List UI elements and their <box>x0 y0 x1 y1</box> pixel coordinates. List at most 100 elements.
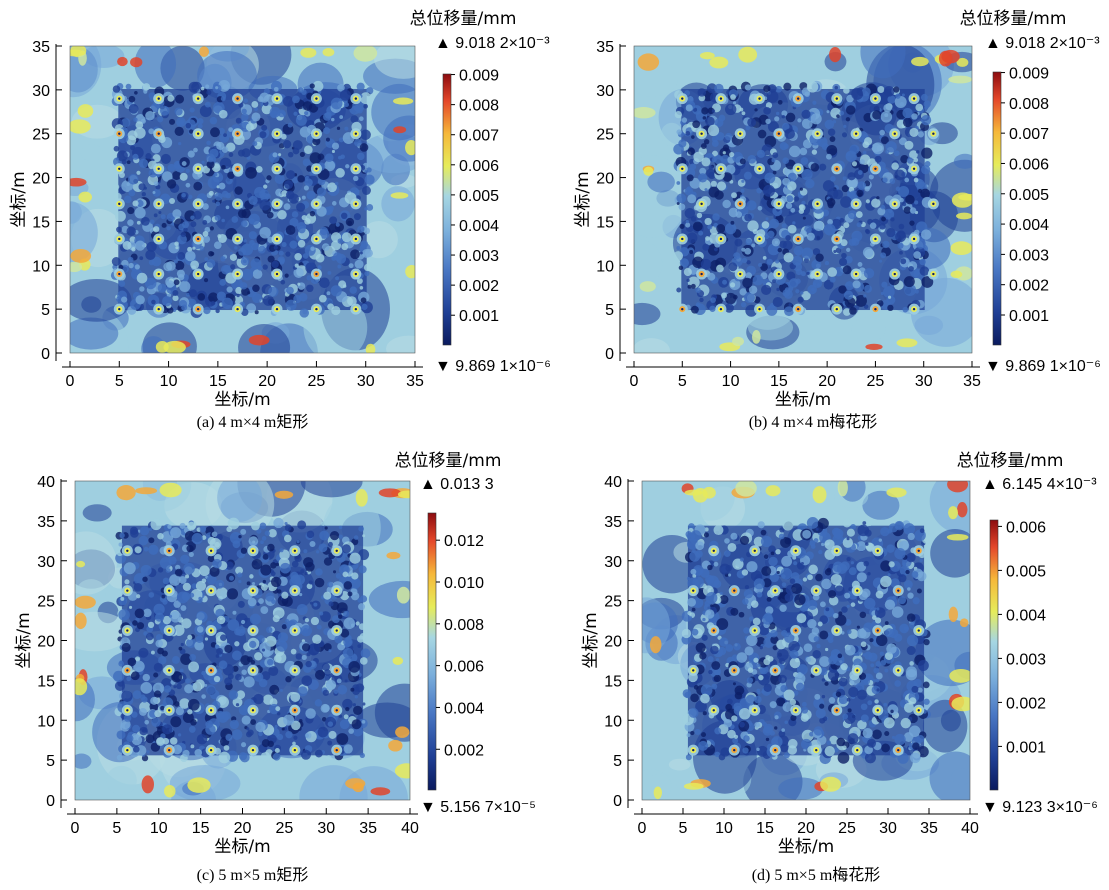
x-tick-label: 0 <box>66 373 75 390</box>
edge-hotspot <box>956 212 972 220</box>
edge-hotspot <box>639 281 656 292</box>
edge-hotspot <box>957 502 968 518</box>
colorbar-title: 总位移量/mm <box>957 451 1064 471</box>
edge-hotspot <box>683 782 704 790</box>
edge-hotspot <box>837 481 848 497</box>
edge-hotspot <box>116 485 136 501</box>
edge-hotspot <box>886 487 907 498</box>
colorbar-tick-label: 0.004 <box>444 700 484 717</box>
edge-hotspot <box>77 104 94 118</box>
x-tick-label: 30 <box>915 373 933 390</box>
y-axis-label: 坐标/m <box>9 171 29 227</box>
x-tick-label: 5 <box>115 373 124 390</box>
plot-frame <box>69 45 416 354</box>
y-tick-label: 25 <box>604 594 622 611</box>
x-tick-label: 30 <box>879 820 897 837</box>
y-tick-label: 35 <box>32 39 50 56</box>
edge-hotspot <box>75 595 96 609</box>
edge-hotspot <box>378 488 401 498</box>
y-tick-label: 30 <box>37 554 55 571</box>
edge-hotspot <box>388 739 403 752</box>
y-tick-label: 15 <box>32 214 50 231</box>
y-tick-label: 5 <box>41 302 50 319</box>
colorbar-tick-label: 0.005 <box>459 188 499 205</box>
x-tick-label: 15 <box>756 820 774 837</box>
x-tick-label: 25 <box>838 820 856 837</box>
edge-hotspot <box>752 329 761 344</box>
edge-hotspot <box>653 786 663 800</box>
x-tick-label: 0 <box>71 820 80 837</box>
edge-hotspot <box>643 166 654 176</box>
colorbar <box>992 71 1002 346</box>
x-tick-label: 40 <box>961 820 979 837</box>
colorbar-min-label: ▼ 9.869 1×10⁻⁶ <box>985 358 1101 375</box>
y-tick-label: 0 <box>613 793 622 810</box>
edge-hotspot <box>634 107 656 119</box>
edge-hotspot <box>70 49 86 57</box>
edge-hotspot <box>365 343 376 353</box>
y-axis-label: 坐标/m <box>581 612 601 668</box>
colorbar-tick-label: 0.002 <box>1009 278 1049 295</box>
edge-hotspot <box>956 57 969 67</box>
edge-hotspot <box>248 334 270 346</box>
y-tick-label: 35 <box>604 514 622 531</box>
y-tick-label: 40 <box>604 474 622 491</box>
edge-hotspot <box>950 241 972 256</box>
x-tick-label: 0 <box>630 373 639 390</box>
x-tick-label: 40 <box>401 820 419 837</box>
colorbar-max-label: ▲ 6.145 4×10⁻³ <box>982 476 1097 493</box>
y-tick-label: 15 <box>596 214 614 231</box>
edge-hotspot <box>949 668 970 683</box>
y-tick-label: 30 <box>596 83 614 100</box>
panel-caption: (d) 5 m×5 m梅花形 <box>752 866 881 884</box>
panel-a: 0 5 10 15 20 25 30 35 0 5 10 15 20 25 30 35 坐标/m 坐标/m (a) … <box>9 9 551 431</box>
edge-hotspot <box>684 489 703 496</box>
y-tick-label: 10 <box>596 258 614 275</box>
colorbar-tick-label: 0.008 <box>459 98 499 115</box>
x-axis-label: 坐标/m <box>778 837 834 857</box>
x-tick-label: 15 <box>770 373 788 390</box>
panel-caption: (c) 5 m×5 m矩形 <box>197 866 309 884</box>
edge-hotspot <box>699 52 715 60</box>
edge-hotspot <box>159 482 182 498</box>
edge-hotspot <box>948 606 959 623</box>
edge-hotspot <box>820 776 842 792</box>
x-tick-label: 25 <box>867 373 885 390</box>
heatmap-field <box>70 46 415 353</box>
x-tick-label: 35 <box>963 373 981 390</box>
colorbar-tick-label: 0.008 <box>444 617 484 634</box>
x-tick-label: 5 <box>678 373 687 390</box>
edge-hotspot <box>164 784 176 798</box>
plot-frame <box>641 480 971 801</box>
edge-hotspot <box>959 618 969 628</box>
edge-hotspot <box>405 264 415 279</box>
edge-hotspot <box>135 487 158 495</box>
x-tick-label: 20 <box>818 373 836 390</box>
colorbar-max-label: ▲ 9.018 2×10⁻³ <box>985 35 1100 52</box>
edge-hotspot <box>709 56 729 69</box>
y-tick-label: 20 <box>32 171 50 188</box>
colorbar-tick-label: 0.002 <box>444 742 484 759</box>
y-tick-label: 20 <box>604 634 622 651</box>
edge-hotspot <box>865 343 883 350</box>
colorbar-tick-label: 0.005 <box>1009 187 1049 204</box>
edge-hotspot <box>393 126 407 134</box>
edge-hotspot <box>70 248 92 263</box>
colorbar-tick-label: 0.004 <box>459 218 499 235</box>
y-tick-label: 25 <box>37 594 55 611</box>
colorbar <box>427 512 437 791</box>
x-axis-label: 坐标/m <box>214 390 270 410</box>
colorbar-tick-label: 0.012 <box>444 533 484 550</box>
x-tick-label: 20 <box>797 820 815 837</box>
x-tick-label: 10 <box>150 820 168 837</box>
colorbar-tick-label: 0.001 <box>1006 739 1046 756</box>
edge-hotspot <box>946 533 969 541</box>
x-tick-label: 30 <box>357 373 375 390</box>
edge-hotspot <box>397 490 410 499</box>
colorbar-tick-label: 0.006 <box>1006 519 1046 536</box>
y-tick-label: 10 <box>32 258 50 275</box>
edge-hotspot <box>396 586 410 604</box>
colorbar-title: 总位移量/mm <box>960 9 1067 29</box>
edge-hotspot <box>405 139 415 156</box>
